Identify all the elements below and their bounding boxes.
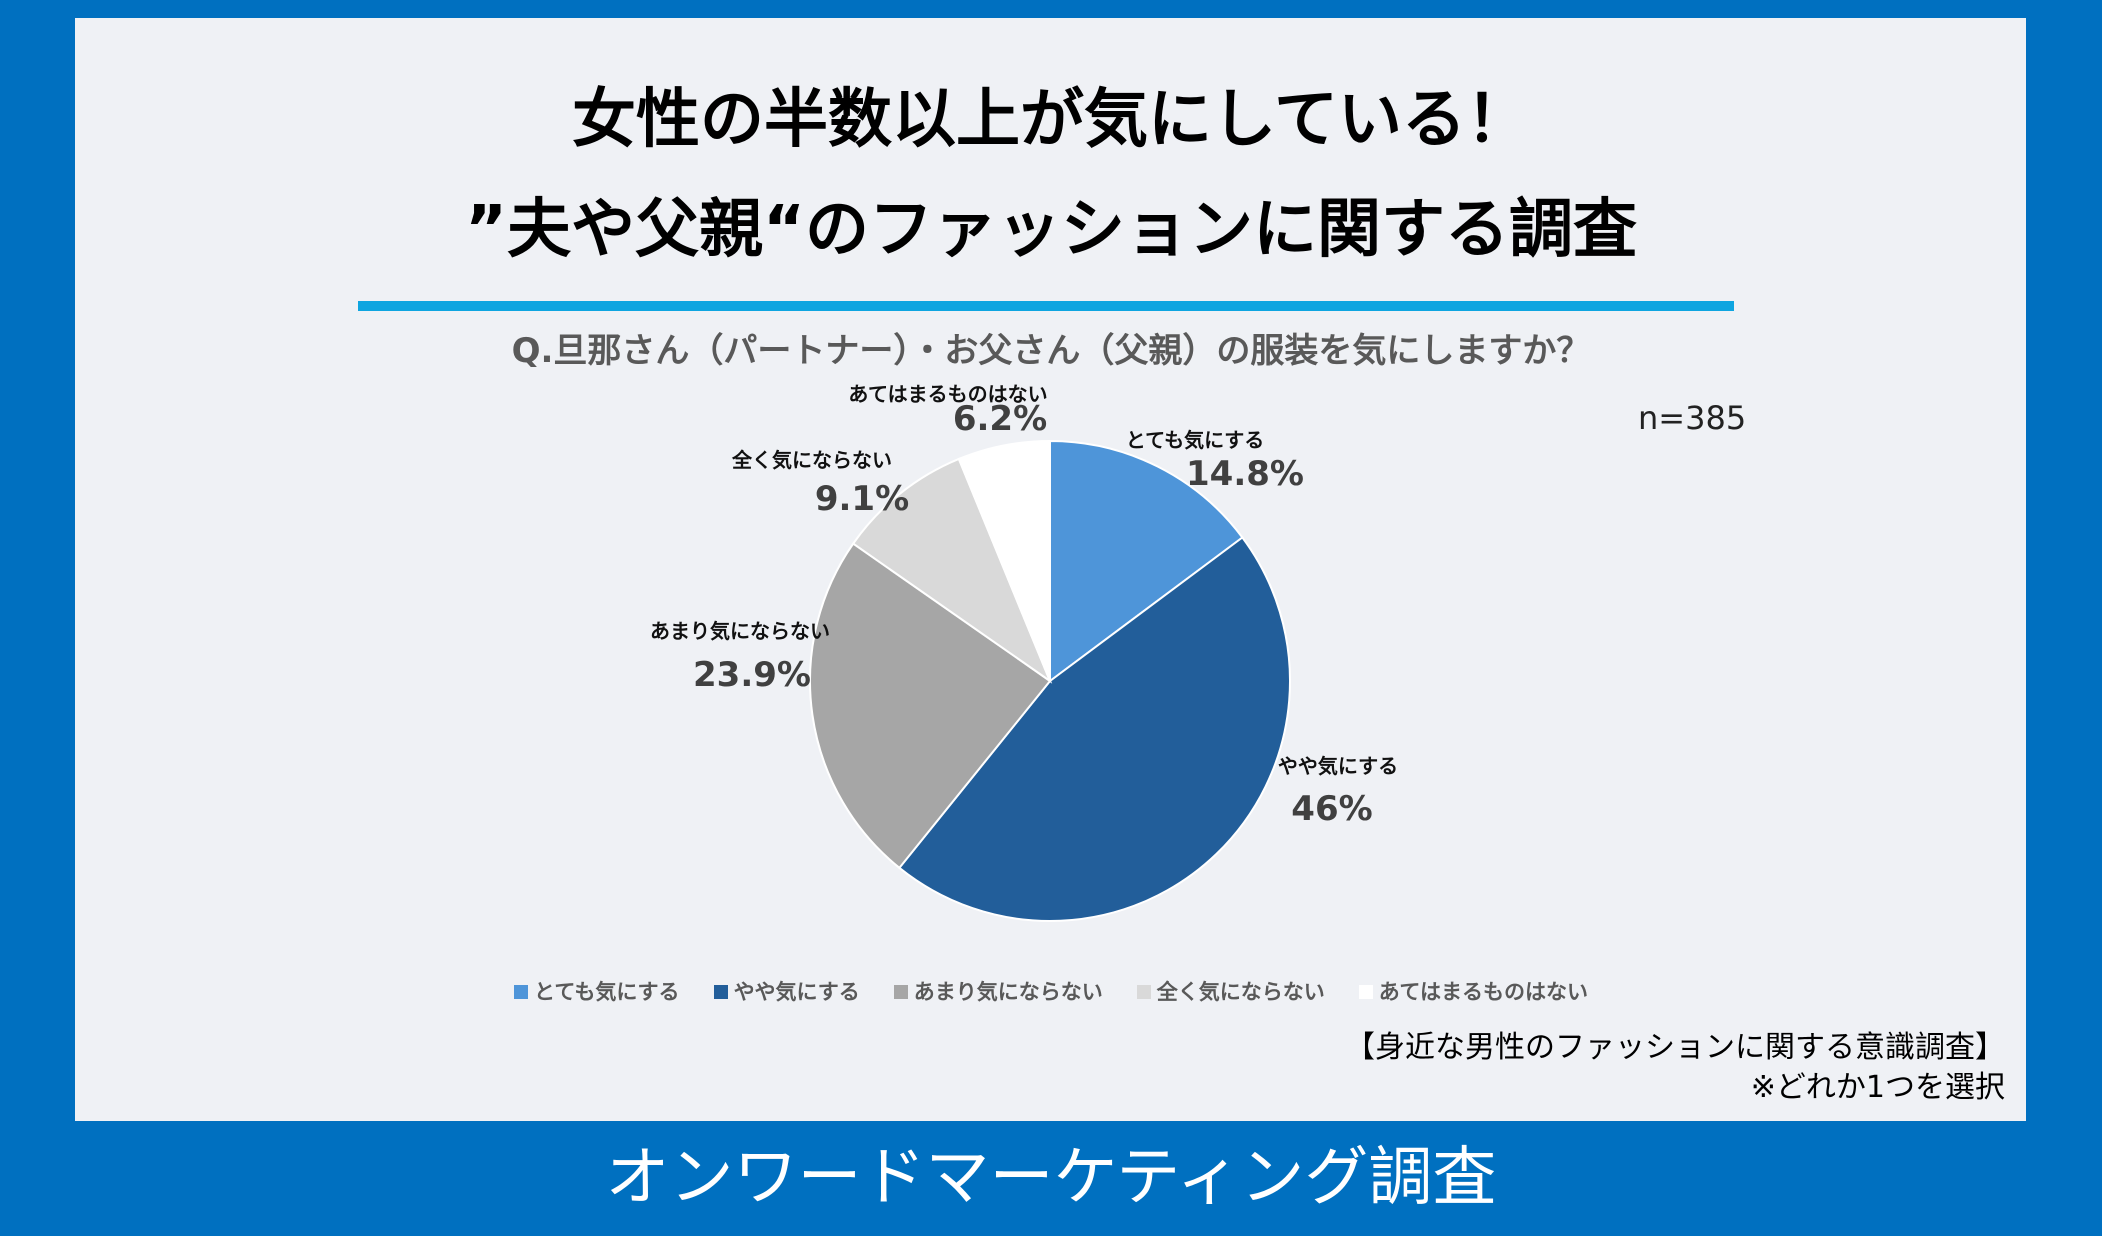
page-title-line2: ”夫や父親“のファッションに関する調査 xyxy=(464,193,1638,267)
source-subnote: ※どれか1つを選択 xyxy=(1750,1070,2005,1105)
legend-swatch xyxy=(1136,985,1151,999)
pie-slice xyxy=(957,439,1051,682)
legend-item: あてはまるものはない xyxy=(1358,972,1588,1012)
slice-value-label: 14.8% xyxy=(1186,454,1304,494)
slice-value-label: 6.2% xyxy=(953,399,1047,439)
legend-item: あまり気にならない xyxy=(893,972,1103,1012)
legend-swatch xyxy=(1358,985,1373,999)
title-divider xyxy=(358,301,1734,311)
legend-swatch xyxy=(893,985,908,999)
page-title-line1: 女性の半数以上が気にしている！ xyxy=(571,83,1531,157)
pie-slice xyxy=(851,457,1053,684)
legend-swatch xyxy=(713,985,728,999)
source-note: 【身近な男性のファッションに関する意識調査】 ※どれか1つを選択 xyxy=(1345,1028,2005,1108)
source-title: 【身近な男性のファッションに関する意識調査】 xyxy=(1345,1030,2005,1065)
sample-size-label: n=385 xyxy=(1638,399,1747,437)
legend-label: とても気にする xyxy=(534,980,680,1004)
pie-slice xyxy=(1049,439,1244,683)
footer-label: オンワードマーケティング調査 xyxy=(605,1141,1497,1215)
pie-slice xyxy=(809,542,1052,870)
legend-label: 全く気にならない xyxy=(1156,980,1325,1004)
chart-legend: とても気にする やや気にする あまり気にならない 全く気にならない あてはまるものはない xyxy=(0,972,2102,1012)
slice-category-label: あまり気にならない xyxy=(650,619,830,643)
slice-category-label: やや気にする xyxy=(1278,754,1398,778)
legend-label: あてはまるものはない xyxy=(1378,980,1588,1004)
slice-category-label: 全く気にならない xyxy=(731,448,892,472)
slice-value-label: 9.1% xyxy=(815,479,909,519)
legend-item: やや気にする xyxy=(713,972,860,1012)
pie-slice xyxy=(897,536,1292,922)
legend-swatch xyxy=(514,985,529,999)
chart-question: Q.旦那さん（パートナー）・お父さん（父親）の服装を気にしますか？ xyxy=(511,331,1591,371)
legend-item: とても気にする xyxy=(514,972,680,1012)
slice-value-label: 23.9% xyxy=(693,655,811,695)
legend-item: 全く気にならない xyxy=(1136,972,1325,1012)
legend-label: あまり気にならない xyxy=(913,980,1103,1004)
slice-category-label: あてはまるものはない xyxy=(848,382,1047,406)
slice-value-label: 46% xyxy=(1291,789,1372,829)
slice-category-label: とても気にする xyxy=(1126,428,1265,452)
legend-label: やや気にする xyxy=(733,980,860,1004)
